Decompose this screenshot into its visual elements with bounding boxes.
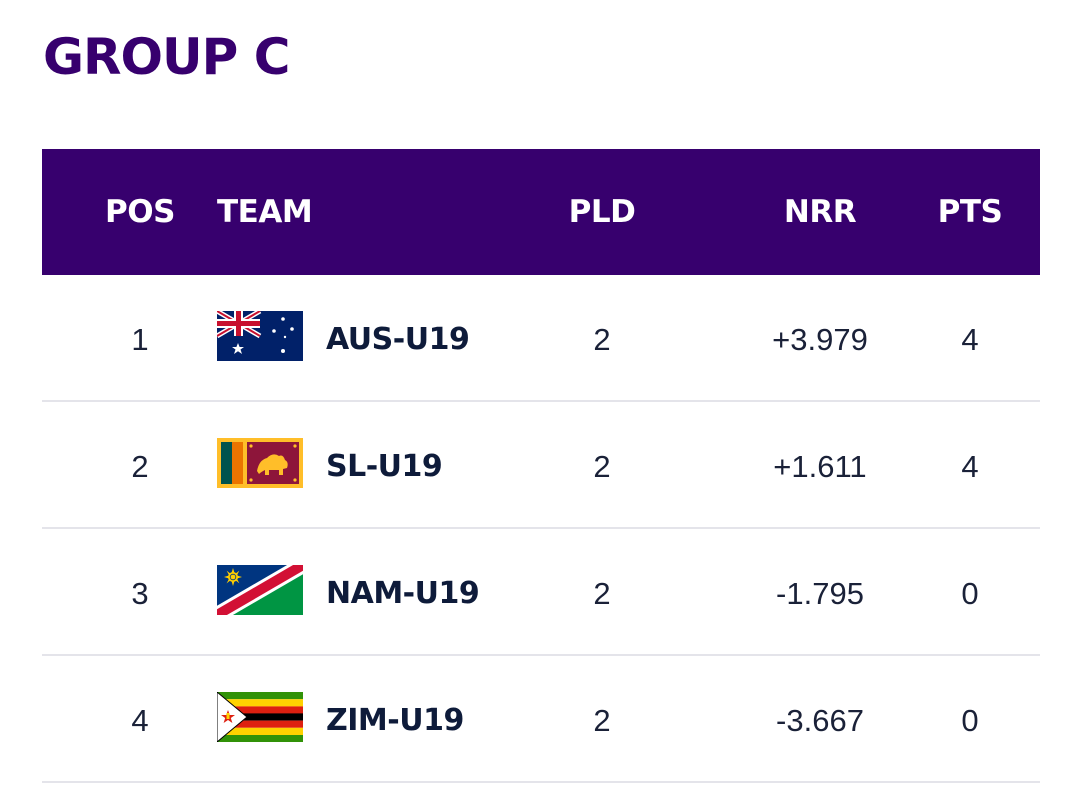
row-nrr: +3.979 — [772, 322, 868, 357]
header-pts: PTS — [937, 194, 1003, 230]
table-row[interactable]: 4 ZIM-U19 2 -3.667 0 — [42, 656, 1040, 783]
team-name[interactable]: NAM-U19 — [326, 576, 480, 611]
row-pld: 2 — [593, 449, 611, 484]
team-name[interactable]: AUS-U19 — [326, 322, 470, 357]
row-pos: 4 — [131, 703, 149, 738]
row-pld: 2 — [593, 703, 611, 738]
namibia-flag-icon — [217, 565, 303, 615]
header-pos: POS — [105, 194, 175, 230]
header-team: TEAM — [217, 194, 313, 230]
sri-lanka-flag-icon — [217, 438, 303, 488]
row-nrr: -3.667 — [776, 703, 864, 738]
row-nrr: -1.795 — [776, 576, 864, 611]
table-row[interactable]: 1 AUS-U19 2 +3.979 4 — [42, 275, 1040, 402]
table-row[interactable]: 3 NAM-U19 2 -1.795 0 — [42, 529, 1040, 656]
row-pld: 2 — [593, 576, 611, 611]
team-name[interactable]: ZIM-U19 — [326, 703, 464, 738]
row-pts: 0 — [961, 703, 979, 738]
row-pos: 3 — [131, 576, 149, 611]
table-row[interactable]: 2 SL-U19 2 +1.611 4 — [42, 402, 1040, 529]
row-nrr: +1.611 — [773, 449, 867, 484]
team-name[interactable]: SL-U19 — [326, 449, 443, 484]
header-nrr: NRR — [783, 194, 857, 230]
standings-table: POS TEAM PLD NRR PTS 1 AUS-U19 2 — [42, 149, 1040, 783]
zimbabwe-flag-icon — [217, 692, 303, 742]
row-pts: 0 — [961, 576, 979, 611]
row-pts: 4 — [961, 322, 979, 357]
header-pld: PLD — [568, 194, 636, 230]
table-header: POS TEAM PLD NRR PTS — [42, 149, 1040, 275]
row-pld: 2 — [593, 322, 611, 357]
row-pts: 4 — [961, 449, 979, 484]
row-pos: 1 — [131, 322, 149, 357]
australia-flag-icon — [217, 311, 303, 361]
row-pos: 2 — [131, 449, 149, 484]
group-title: GROUP C — [43, 28, 290, 86]
